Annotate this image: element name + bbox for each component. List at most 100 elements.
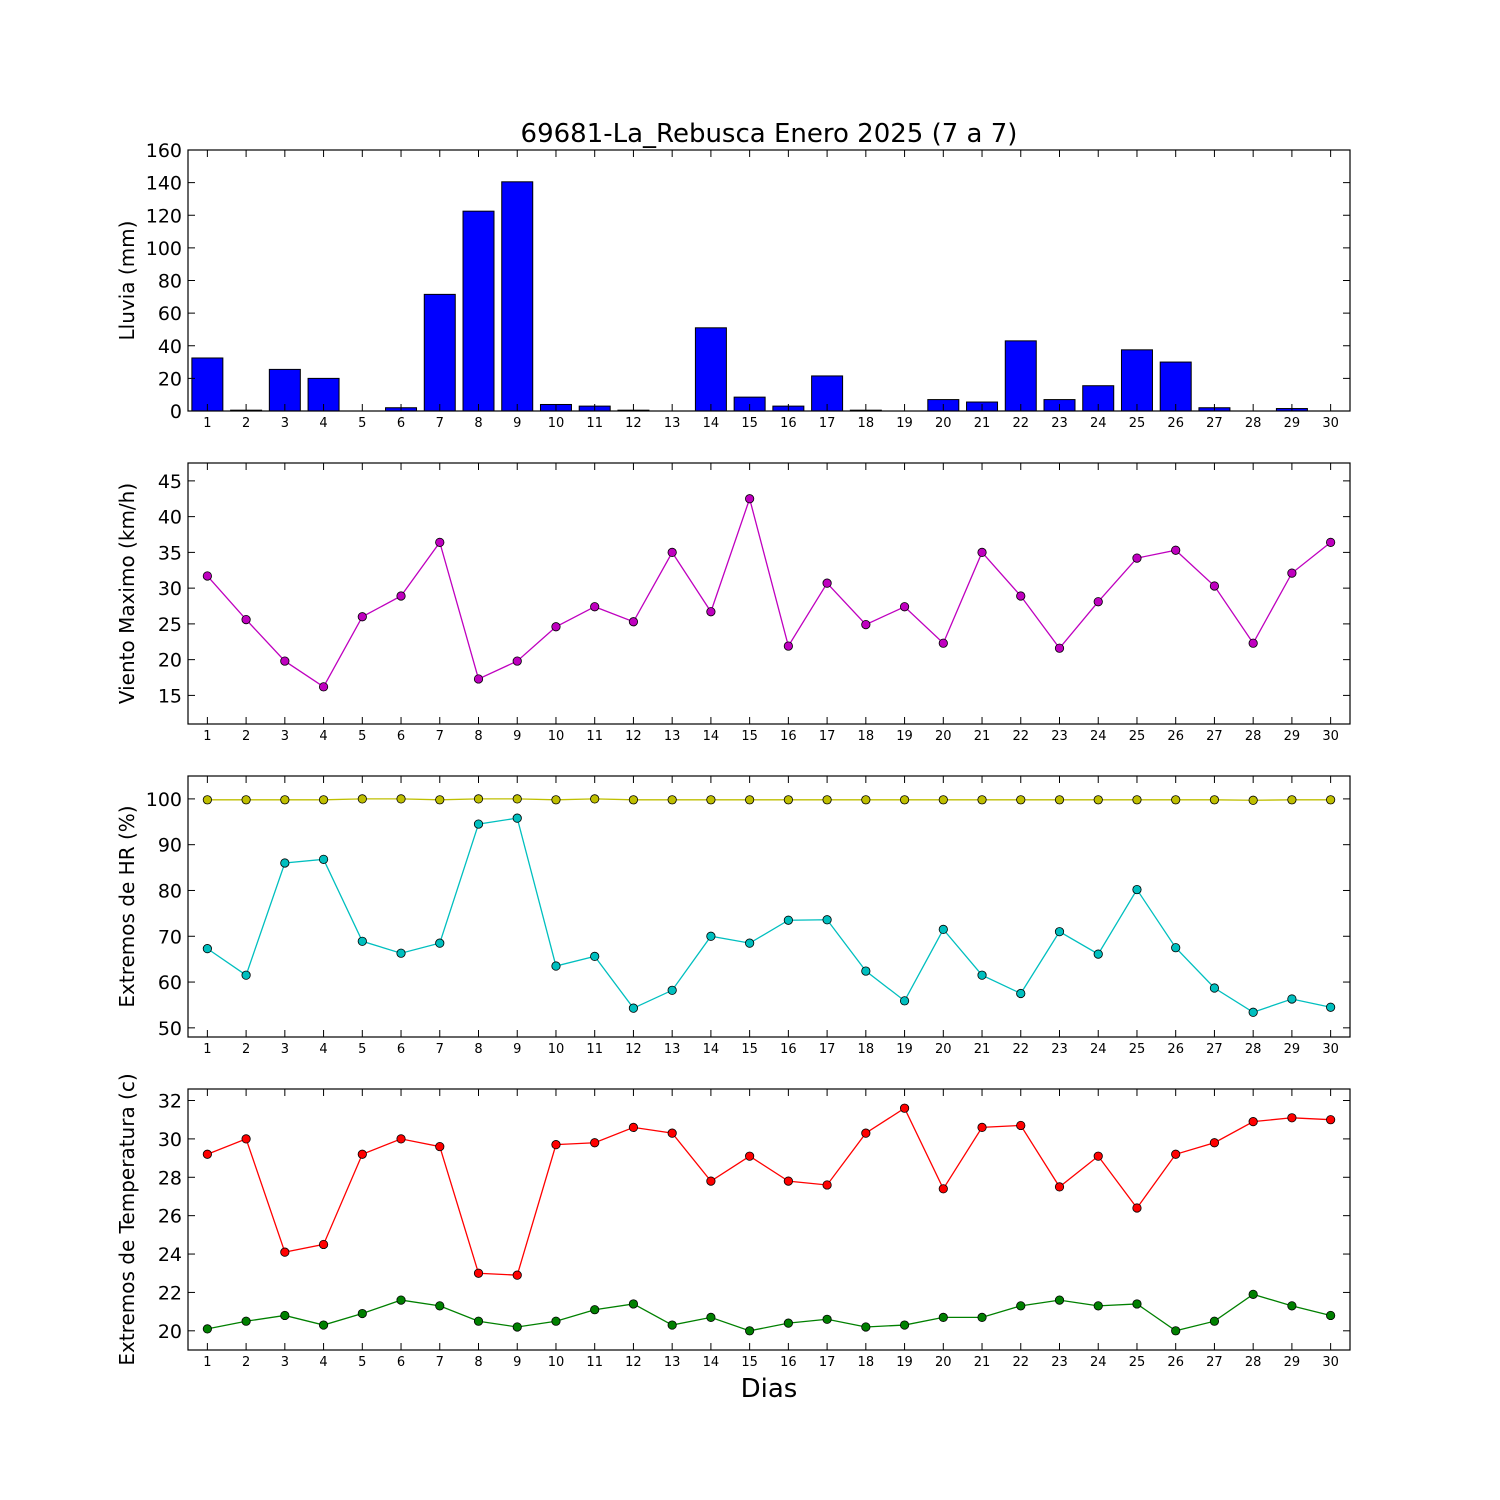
x-tick-label: 28 — [1245, 1355, 1262, 1370]
x-tick-label: 26 — [1167, 1042, 1184, 1057]
point-hr-max-day-21 — [977, 795, 987, 805]
x-tick-label: 26 — [1167, 729, 1184, 744]
x-tick-label: 1 — [203, 1355, 211, 1370]
point-hr-max-day-8 — [473, 794, 484, 804]
y-tick-label: 40 — [158, 336, 182, 358]
x-tick-label: 1 — [203, 1042, 211, 1057]
point-hr-max-day-12 — [628, 795, 639, 805]
point-hr-min-day-9 — [512, 813, 522, 823]
x-tick-label: 14 — [703, 416, 720, 431]
series-line-hr-max — [207, 798, 1331, 801]
x-tick-label: 27 — [1206, 416, 1223, 431]
point-hr-max-day-22 — [1016, 795, 1026, 805]
y-tick-label: 50 — [158, 1018, 182, 1040]
point-hr-max-day-23 — [1054, 795, 1065, 805]
point-temp-min-day-16 — [783, 1318, 793, 1328]
x-tick-label: 17 — [819, 416, 836, 431]
point-temp-max-day-28 — [1248, 1117, 1258, 1127]
point-temp-max-day-4 — [318, 1239, 329, 1250]
point-wind-day-27 — [1209, 581, 1220, 591]
series-line-hr-min — [207, 817, 1331, 1013]
point-hr-max-day-13 — [667, 795, 677, 805]
point-temp-max-day-26 — [1171, 1149, 1181, 1159]
point-temp-max-day-22 — [1016, 1120, 1026, 1131]
y-tick-label: 60 — [158, 303, 182, 325]
series-line-temp-max — [207, 1107, 1331, 1276]
point-temp-min-day-13 — [667, 1320, 677, 1330]
y-tick-label: 22 — [158, 1282, 182, 1304]
point-wind-day-26 — [1171, 545, 1181, 555]
point-hr-min-day-6 — [396, 948, 406, 958]
point-hr-min-day-21 — [977, 970, 987, 980]
axes-frame — [187, 1088, 1351, 1351]
x-tick-label: 28 — [1245, 729, 1262, 744]
x-tick-label: 12 — [625, 1355, 642, 1370]
bar-day-7 — [423, 293, 456, 412]
y-axis-label: Extremos de Temperatura (c) — [115, 1073, 139, 1365]
x-tick-label: 20 — [935, 1355, 952, 1370]
point-temp-max-day-6 — [396, 1134, 406, 1144]
x-tick-label: 9 — [513, 729, 521, 744]
bar-day-14 — [694, 327, 727, 412]
point-wind-day-28 — [1248, 638, 1258, 648]
point-temp-min-day-25 — [1132, 1299, 1142, 1309]
x-tick-label: 24 — [1090, 416, 1107, 431]
x-tick-label: 21 — [974, 416, 991, 431]
x-tick-label: 11 — [586, 729, 603, 744]
x-tick-label: 16 — [780, 1042, 797, 1057]
point-hr-min-day-3 — [280, 858, 290, 868]
bar-day-9 — [501, 181, 534, 412]
point-temp-min-day-17 — [822, 1314, 832, 1324]
point-temp-min-day-3 — [280, 1310, 290, 1321]
axes-frame — [187, 775, 1351, 1038]
point-hr-max-day-10 — [551, 795, 561, 805]
bar-day-22 — [1004, 340, 1037, 412]
point-hr-min-day-23 — [1054, 927, 1065, 937]
point-hr-min-day-14 — [706, 931, 716, 941]
point-temp-max-day-10 — [551, 1140, 561, 1150]
point-hr-max-day-19 — [899, 795, 910, 805]
x-tick-label: 3 — [281, 1355, 289, 1370]
x-tick-label: 23 — [1051, 1042, 1068, 1057]
point-temp-max-day-2 — [241, 1134, 251, 1144]
x-tick-label: 6 — [397, 416, 405, 431]
x-tick-label: 11 — [586, 1042, 603, 1057]
x-tick-label: 10 — [548, 1042, 565, 1057]
point-wind-day-16 — [783, 641, 793, 651]
x-tick-label: 7 — [436, 1355, 444, 1370]
x-tick-label: 10 — [548, 729, 565, 744]
x-tick-label: 1 — [203, 729, 211, 744]
point-wind-day-5 — [357, 612, 367, 622]
x-tick-label: 26 — [1167, 416, 1184, 431]
bar-day-26 — [1159, 361, 1192, 412]
x-tick-label: 15 — [741, 729, 758, 744]
x-tick-label: 22 — [1012, 1355, 1029, 1370]
y-tick-label: 70 — [158, 926, 182, 948]
point-wind-day-3 — [280, 656, 290, 666]
point-wind-day-24 — [1093, 597, 1103, 607]
point-hr-min-day-11 — [590, 951, 600, 962]
point-temp-min-day-26 — [1171, 1326, 1181, 1336]
point-temp-min-day-6 — [396, 1295, 406, 1305]
y-tick-label: 80 — [158, 271, 182, 293]
point-hr-min-day-2 — [241, 970, 251, 980]
x-tick-label: 5 — [358, 416, 366, 431]
point-temp-min-day-12 — [628, 1299, 639, 1309]
point-temp-max-day-23 — [1054, 1182, 1065, 1192]
x-tick-label: 27 — [1206, 729, 1223, 744]
point-temp-max-day-20 — [938, 1184, 948, 1194]
point-temp-max-day-1 — [202, 1149, 212, 1159]
point-hr-min-day-28 — [1248, 1007, 1258, 1017]
x-tick-label: 6 — [397, 1042, 405, 1057]
point-wind-day-25 — [1132, 553, 1142, 563]
x-tick-label: 26 — [1167, 1355, 1184, 1370]
point-temp-min-day-5 — [357, 1308, 367, 1319]
y-tick-label: 100 — [146, 238, 182, 260]
x-tick-label: 27 — [1206, 1355, 1223, 1370]
x-tick-label: 12 — [625, 416, 642, 431]
point-temp-max-day-29 — [1287, 1113, 1297, 1123]
x-tick-label: 17 — [819, 1355, 836, 1370]
point-wind-day-29 — [1287, 568, 1297, 578]
point-temp-min-day-10 — [551, 1316, 561, 1326]
